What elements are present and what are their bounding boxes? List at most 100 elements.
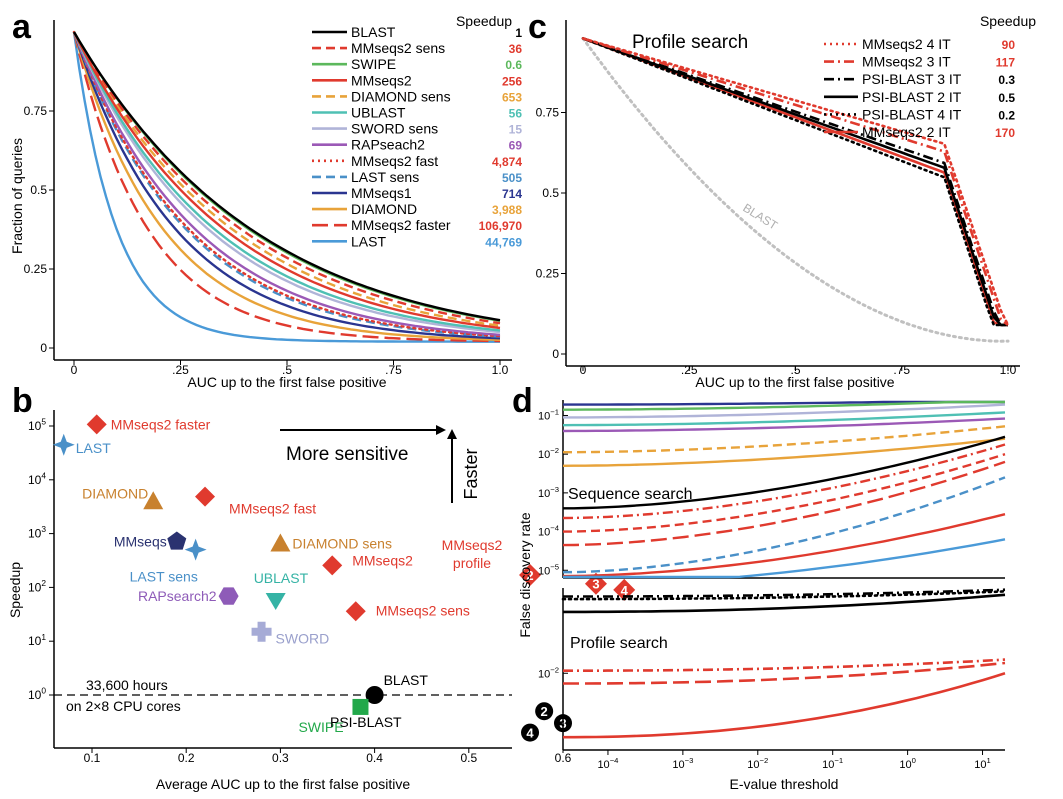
- legend-speedup-blast: 1: [515, 26, 522, 40]
- x-tick-label-a: .75: [385, 363, 402, 377]
- legend-label-c-mmseqs2-3-it: MMseqs2 3 IT: [862, 54, 951, 70]
- point-label-mmseqs2: MMseqs2: [352, 552, 413, 568]
- marker-diamond: [143, 491, 164, 510]
- curve-sword-sens: [72, 31, 501, 334]
- legend-speedup-mmseqs1: 714: [502, 187, 522, 201]
- fdr-prof-mmseqs2-2-it: [563, 672, 1006, 739]
- legend-speedup-diamond: 3,988: [492, 203, 522, 217]
- x-tick-label-d: 10−2: [747, 756, 768, 771]
- x-tick-label-d: 10−1: [822, 756, 843, 771]
- psi-iter-4: 4: [526, 726, 534, 741]
- y-axis-title-a: Fraction of queries: [9, 138, 25, 254]
- x-tick-label-c: .75: [893, 363, 910, 377]
- y-tick-label-d-top: 10−1: [538, 408, 559, 423]
- y-tick-label-d-top: 10−2: [538, 446, 559, 461]
- x-tick-label-c: 1.0: [1000, 363, 1017, 377]
- curve-mmseqs1: [72, 31, 501, 340]
- x-tick-label-b: 0.6: [555, 751, 572, 765]
- y-tick-label-c: 0.25: [536, 267, 560, 281]
- subplot-title-profile: Profile search: [570, 635, 668, 652]
- curve-last: [72, 31, 500, 343]
- panel-label-b: b: [12, 382, 33, 420]
- x-axis-title-a: AUC up to the first false positive: [187, 374, 386, 390]
- x-tick-label-a: .5: [282, 363, 292, 377]
- y-tick-label-b: 105: [28, 417, 46, 433]
- y-tick-label-b: 104: [28, 470, 46, 486]
- legend-label-last: LAST: [351, 233, 386, 249]
- y-tick-label-a: 0.75: [24, 104, 48, 118]
- legend-speedup-ublast: 56: [509, 107, 523, 121]
- profile-marker-2: [519, 564, 542, 587]
- x-tick-label-a: 1.0: [492, 363, 509, 377]
- marker-blast: [365, 686, 384, 704]
- legend-header-c: Speedup: [980, 13, 1036, 29]
- legend-label-sword-sens: SWORD sens: [351, 121, 438, 137]
- x-tick-label-d: 10−4: [597, 756, 619, 771]
- fdr-seq-sword-sens: [563, 403, 1006, 419]
- profile-label-line1: MMseqs2: [442, 537, 503, 553]
- legend-header-a: Speedup: [456, 13, 512, 29]
- x-axis-title-b: Average AUC up to the first false positi…: [156, 776, 410, 792]
- x-axis-title-d: E-value threshold: [730, 776, 839, 792]
- marker-last: [52, 433, 75, 456]
- fdr-seq-mmseqs2: [562, 460, 1006, 547]
- legend-label-swipe: SWIPE: [351, 56, 396, 72]
- fdr-seq-mmseqs2-faster: [562, 513, 1006, 578]
- legend-speedup-rapseach2: 69: [509, 139, 523, 153]
- x-tick-label-c: .25: [681, 363, 698, 377]
- legend-label-c-psi-blast-2-it: PSI-BLAST 2 IT: [862, 89, 962, 105]
- y-tick-label-a: 0: [40, 341, 47, 355]
- x-tick-label-a: .25: [172, 363, 189, 377]
- profile-iter-3: 3: [592, 577, 599, 592]
- psi-marker-2: [535, 702, 554, 721]
- legend-speedup-swipe: 0.6: [505, 58, 522, 72]
- panel-label-c: c: [528, 8, 547, 46]
- curve-ublast: [72, 31, 501, 332]
- marker-rapsearch2: [218, 587, 239, 605]
- fdr-seq-rapseach2: [562, 417, 1006, 433]
- profile-iter-4: 4: [621, 583, 629, 598]
- marker-swipe: [352, 698, 369, 715]
- point-label-mmseqs: MMseqs: [114, 533, 167, 549]
- marker-mmseqs2-fast: [195, 486, 216, 507]
- point-label-blast: BLAST: [384, 672, 429, 688]
- y-axis-title-d: False discovery rate: [517, 512, 533, 637]
- legend-speedup-mmseqs2-fast: 4,874: [492, 155, 522, 169]
- psi-iter-2: 2: [541, 704, 548, 719]
- fdr-seq-last-sens: [562, 476, 1006, 574]
- marker-mmseqs: [167, 531, 187, 550]
- baseline-note-hours: 33,600 hours: [86, 677, 168, 693]
- legend-speedup-c-mmseqs2-2-it: 170: [995, 126, 1015, 140]
- legend-label-c-mmseqs2-2-it: MMseqs2 2 IT: [862, 124, 951, 140]
- y-tick-label-a: 0.5: [30, 183, 47, 197]
- x-tick-label-d: 101: [974, 756, 991, 771]
- point-label-mmseqs2-fast: MMseqs2 fast: [229, 501, 316, 517]
- fdr-prof-mmseqs2-3-it: [563, 658, 1006, 673]
- curve-mmseqs2-3-it: [582, 37, 1009, 327]
- legend-label-mmseqs2-sens: MMseqs2 sens: [351, 40, 445, 56]
- legend-label-c-mmseqs2-4-it: MMseqs2 4 IT: [862, 36, 951, 52]
- point-label-diamond: DIAMOND: [82, 485, 148, 501]
- marker-mmseqs2-sens: [345, 601, 366, 622]
- legend-speedup-mmseqs2: 256: [502, 74, 522, 88]
- y-tick-label-b: 102: [28, 578, 46, 594]
- psi-marker-4: [521, 723, 540, 742]
- y-tick-label-d-top: 10−3: [538, 485, 559, 500]
- fdr-prof-psi-blast-4-it: [561, 590, 1007, 601]
- x-tick-label-c: .5: [790, 363, 800, 377]
- point-label-sword: SWORD: [276, 631, 330, 647]
- marker-sword: [251, 621, 272, 642]
- fdr-seq-mmseqs2-sens: [562, 453, 1006, 533]
- x-tick-label-b: 0.3: [272, 751, 289, 765]
- x-axis-title-c: AUC up to the first false positive: [695, 374, 894, 390]
- arrow-faster-label: Faster: [461, 448, 481, 499]
- y-tick-label-b: 101: [28, 632, 46, 648]
- point-label-last-sens: LAST sens: [130, 569, 198, 585]
- legend-speedup-c-mmseqs2-3-it: 117: [996, 56, 1016, 70]
- legend-label-last-sens: LAST sens: [351, 169, 419, 185]
- curve-mmseqs2: [72, 31, 501, 330]
- point-label-rapsearch2: RAPsearch2: [138, 588, 217, 604]
- fdr-seq-swipe: [563, 400, 1005, 411]
- x-tick-label-a: 0: [71, 363, 78, 377]
